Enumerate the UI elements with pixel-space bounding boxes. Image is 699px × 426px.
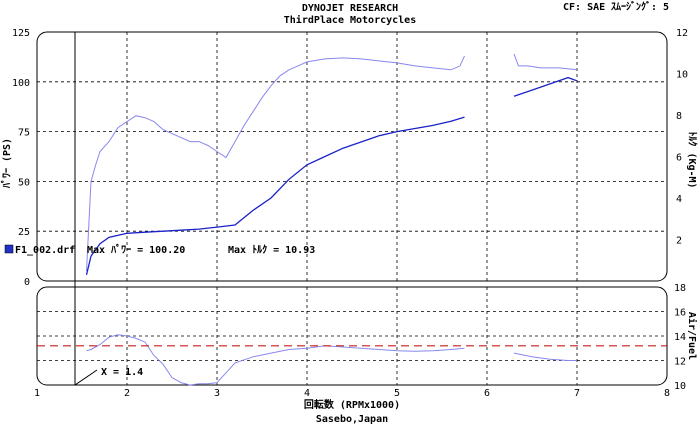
y-axis-label-torque: ﾄﾙｸ (Kg-M) (686, 131, 698, 188)
afr-curve-0 (86, 334, 465, 386)
y-tick-label-power: 50 (18, 177, 30, 188)
power-curve-0 (86, 55, 465, 272)
afr-curve-1 (513, 352, 577, 361)
y-tick-label-torque: 6 (676, 153, 682, 164)
cursor-pointer (74, 369, 98, 386)
y-tick-label-power: 0 (24, 277, 30, 288)
power-curve-1 (513, 53, 578, 71)
x-tick-label: 4 (304, 388, 310, 399)
legend-max-torque: Max ﾄﾙｸ = 10.93 (228, 244, 315, 256)
y-axis-label-power: ﾊﾟﾜｰ (PS) (0, 138, 13, 189)
legend-max-power: Max ﾊﾟﾜｰ = 100.20 (87, 243, 185, 256)
chart-marks (37, 53, 667, 386)
chart-title: DYNOJET RESEARCH (302, 3, 398, 14)
y-tick-label-afr: 12 (674, 357, 686, 368)
y-axis-label-afr: Air/Fuel (686, 312, 698, 360)
y-tick-label-power: 100 (12, 78, 30, 89)
torque-curve-2 (85, 116, 465, 275)
x-tick-label: 1 (34, 388, 40, 399)
y-tick-label-afr: 16 (674, 308, 686, 319)
cf-label: CF: SAE (563, 2, 605, 13)
x-axis-label: 回転数 (RPMx1000) (304, 398, 400, 411)
smoothing-label: ｽﾑｰｼﾞﾝｸﾞ: 5 (611, 0, 669, 13)
y-tick-label-torque: 8 (676, 111, 682, 122)
torque-curve-3 (513, 76, 578, 97)
x-tick-label: 5 (394, 388, 400, 399)
y-tick-label-afr: 14 (674, 332, 686, 343)
cursor-label: X = 1.4 (101, 367, 143, 378)
y-tick-label-power: 25 (18, 227, 30, 238)
y-tick-label-afr: 10 (674, 381, 686, 392)
y-tick-label-torque: 4 (676, 194, 682, 205)
x-tick-label: 8 (664, 388, 670, 399)
y-tick-label-power: 125 (12, 28, 30, 39)
x-tick-label: 7 (574, 388, 580, 399)
y-tick-label-afr: 18 (674, 283, 686, 294)
main-panel-frame (36, 31, 668, 282)
y-tick-label-torque: 10 (676, 70, 688, 81)
location-label: Sasebo,Japan (316, 414, 388, 425)
x-tick-label: 3 (214, 388, 220, 399)
chart-subtitle: ThirdPlace Motorcycles (284, 14, 416, 26)
y-tick-label-torque: 12 (676, 28, 688, 39)
y-tick-label-torque: 2 (676, 236, 682, 247)
x-tick-label: 6 (484, 388, 490, 399)
legend-file: F1_002.drf (15, 245, 75, 256)
main-grid (37, 32, 667, 281)
y-tick-label-power: 75 (18, 128, 30, 139)
legend-swatch (4, 244, 14, 254)
x-tick-label: 2 (124, 388, 130, 399)
